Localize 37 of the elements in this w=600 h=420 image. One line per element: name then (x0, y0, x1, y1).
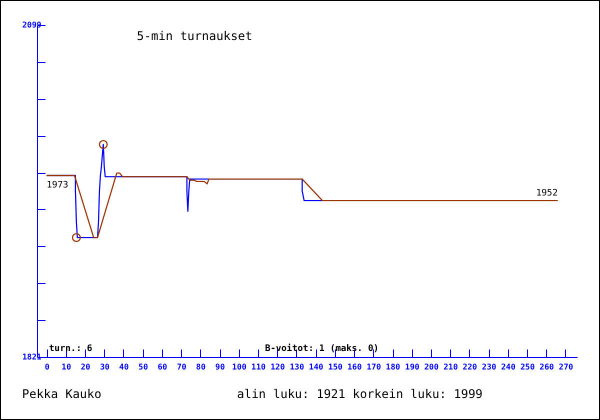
x-tick-label: 210 (443, 362, 458, 372)
x-tick-label: 20 (80, 362, 91, 372)
x-tick-label: 80 (196, 362, 206, 372)
x-tick-label: 90 (215, 362, 226, 372)
text: alin luku: 1921 korkein luku: 1999 (237, 387, 483, 401)
x-tick-label: 30 (100, 362, 110, 372)
annotation: turn.: 6 (49, 344, 92, 354)
y-tick-label: 1821 (22, 352, 42, 362)
x-tick-label: 60 (158, 362, 168, 372)
x-tick-label: 240 (501, 362, 516, 372)
x-tick-label: 170 (366, 362, 382, 372)
x-tick-label: 250 (520, 362, 535, 372)
annotation: 1973 (46, 180, 68, 190)
x-tick-label: 220 (462, 362, 478, 372)
x-tick-label: 100 (232, 362, 247, 372)
x-tick-label: 50 (138, 362, 148, 372)
x-tick-label: 160 (347, 362, 362, 372)
x-tick-label: 190 (405, 362, 420, 372)
x-tick-label: 10 (62, 362, 72, 372)
x-tick-label: 260 (540, 362, 554, 372)
x-tick-label: 130 (290, 362, 304, 372)
x-tick-label: 270 (558, 362, 574, 372)
x-tick-label: 140 (308, 362, 324, 372)
annotation: 1952 (536, 188, 558, 199)
x-tick-label: 0 (44, 362, 50, 372)
x-tick-label: 230 (482, 362, 497, 372)
chart-title: 5-min turnaukset (136, 29, 252, 43)
line-series (46, 172, 558, 238)
annotation: B-voitot: 1 (maks. 0) (265, 343, 379, 354)
x-tick-label: 180 (386, 362, 400, 372)
x-tick-label: 70 (176, 362, 187, 372)
x-tick-label: 40 (119, 362, 129, 372)
text: Pekka Kauko (22, 387, 102, 401)
x-tick-label: 110 (251, 362, 266, 372)
x-tick-label: 150 (328, 362, 343, 372)
x-tick-label: 200 (424, 362, 439, 372)
x-tick-label: 120 (270, 362, 286, 372)
